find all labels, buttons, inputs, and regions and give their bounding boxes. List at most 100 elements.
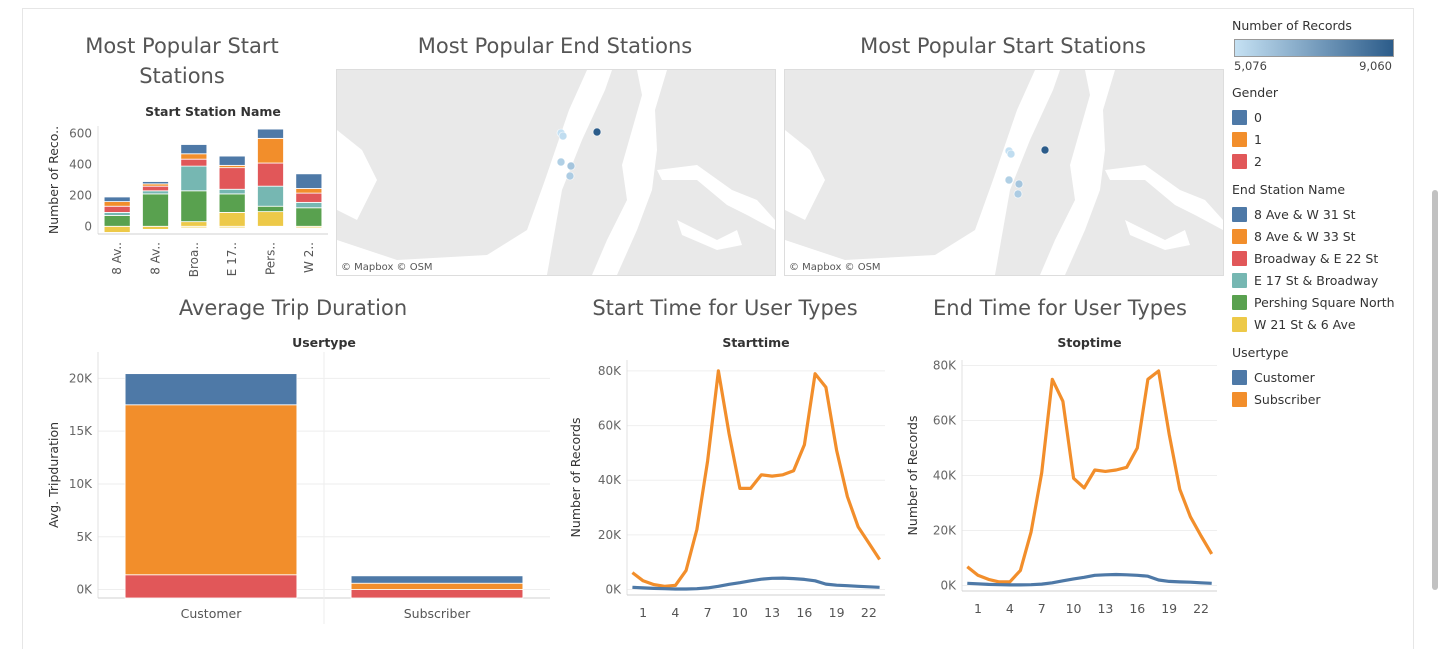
- y-tick-label: 200: [69, 188, 92, 202]
- chart-subtitle: Start Station Name: [145, 104, 281, 119]
- start-stations-map[interactable]: © Mapbox © OSM: [784, 69, 1224, 276]
- trip-duration-bar-chart[interactable]: Usertype 0K 5K 10K 15K 20K Avg. Tripduration Cu…: [40, 330, 560, 631]
- station-point[interactable]: [1040, 145, 1050, 155]
- station-legend-item[interactable]: Pershing Square North: [1232, 291, 1432, 313]
- bar-segment[interactable]: [103, 201, 131, 207]
- bar-segment[interactable]: [103, 225, 131, 233]
- chart-subtitle: Stoptime: [1057, 335, 1121, 350]
- usertype-legend-item[interactable]: Customer: [1232, 366, 1432, 388]
- bar-segment[interactable]: [218, 155, 246, 166]
- station-legend-item[interactable]: 8 Ave & W 31 St: [1232, 203, 1432, 225]
- bar-segment[interactable]: [350, 575, 524, 584]
- start-bar-title: Most Popular Start Stations: [85, 34, 279, 88]
- bar-segment[interactable]: [295, 188, 323, 194]
- bar-segment[interactable]: [257, 211, 284, 227]
- records-min-label: 5,076: [1234, 59, 1267, 73]
- usertype-legend-item[interactable]: Subscriber: [1232, 388, 1432, 410]
- x-tick-label: 19: [1161, 601, 1177, 616]
- y-tick-label: 80K: [933, 359, 957, 373]
- station-point[interactable]: [566, 161, 576, 171]
- bar-segment[interactable]: [124, 404, 298, 576]
- duration-title: Average Trip Duration: [178, 296, 408, 320]
- station-legend-item[interactable]: Broadway & E 22 St: [1232, 247, 1432, 269]
- bar-segment[interactable]: [257, 162, 284, 187]
- station-point[interactable]: [565, 171, 575, 181]
- bar-segment[interactable]: [257, 128, 284, 139]
- station-legend-item[interactable]: W 21 St & 6 Ave: [1232, 313, 1432, 335]
- station-legend-title: End Station Name: [1232, 182, 1346, 197]
- legend-swatch: [1232, 228, 1247, 244]
- station-point[interactable]: [1006, 149, 1016, 159]
- station-legend-item[interactable]: E 17 St & Broadway: [1232, 269, 1432, 291]
- station-point[interactable]: [1013, 189, 1023, 199]
- y-tick-label: 40K: [933, 469, 957, 483]
- bar-segment[interactable]: [295, 207, 323, 227]
- gender-legend-item[interactable]: 2: [1232, 150, 1432, 172]
- gender-legend-item[interactable]: 0: [1232, 106, 1432, 128]
- bar-segment[interactable]: [124, 373, 298, 406]
- y-axis-label: Number of Reco..: [46, 126, 61, 234]
- series-line[interactable]: [631, 369, 881, 588]
- end-stations-map[interactable]: © Mapbox © OSM: [336, 69, 776, 276]
- station-point[interactable]: [558, 131, 568, 141]
- legend-label: Pershing Square North: [1254, 294, 1395, 310]
- bar-segment[interactable]: [180, 221, 208, 227]
- dashboard-frame: [22, 8, 1414, 649]
- bar-segment[interactable]: [180, 144, 208, 155]
- usertype-legend: Usertype Customer Subscriber: [1232, 345, 1432, 410]
- bar-segment[interactable]: [142, 190, 169, 195]
- station-legend-item[interactable]: 8 Ave & W 33 St: [1232, 225, 1432, 247]
- bar-segment[interactable]: [257, 205, 284, 213]
- legend-swatch: [1232, 206, 1247, 222]
- x-tick-label: 1: [639, 605, 647, 620]
- x-tick-label: Customer: [181, 606, 243, 621]
- bar-segment[interactable]: [218, 188, 246, 195]
- bar-segment[interactable]: [180, 190, 208, 223]
- bar-segment[interactable]: [103, 212, 131, 216]
- station-point[interactable]: [1004, 175, 1014, 185]
- end-time-line-chart[interactable]: Stoptime 0K 20K 40K 60K 80K 1 4 7 10 13 16 19 22 Numbe…: [902, 330, 1227, 631]
- bar-segment[interactable]: [124, 574, 298, 599]
- end-time-title: End Time for User Types: [933, 296, 1187, 320]
- bar-segment[interactable]: [350, 589, 524, 599]
- start-stations-bar-chart[interactable]: Start Station Name 0 200 400 600 Number of Re…: [40, 96, 340, 286]
- bar-segment[interactable]: [295, 201, 323, 209]
- legend-swatch: [1232, 272, 1247, 288]
- bar-segment[interactable]: [218, 212, 246, 227]
- bar-segment[interactable]: [142, 185, 169, 192]
- bar-segment[interactable]: [180, 153, 208, 160]
- bar-segment[interactable]: [142, 193, 169, 227]
- vertical-scrollbar[interactable]: [1432, 190, 1438, 590]
- bar-segment[interactable]: [257, 185, 284, 207]
- bar-segment[interactable]: [350, 582, 524, 590]
- bar-segment[interactable]: [295, 173, 323, 189]
- station-point[interactable]: [556, 157, 566, 167]
- river-shape: [785, 70, 1060, 275]
- water-shape: [785, 130, 825, 220]
- y-axis-label: Avg. Tripduration: [46, 422, 61, 528]
- bar-segment[interactable]: [295, 192, 323, 203]
- records-legend-title: Number of Records: [1232, 18, 1352, 33]
- y-tick-label: 60K: [598, 419, 622, 433]
- legend-label: Broadway & E 22 St: [1254, 250, 1379, 266]
- bar-segment[interactable]: [218, 193, 246, 213]
- y-tick-label: 15K: [69, 424, 93, 438]
- bar-segment[interactable]: [142, 181, 169, 185]
- bar-segment[interactable]: [103, 205, 131, 213]
- station-point[interactable]: [592, 127, 602, 137]
- bar-segment[interactable]: [180, 158, 208, 167]
- bar-segment[interactable]: [103, 215, 131, 227]
- bar-segment[interactable]: [257, 137, 284, 164]
- gender-legend-item[interactable]: 1: [1232, 128, 1432, 150]
- series-line[interactable]: [966, 369, 1214, 584]
- start-time-line-chart[interactable]: Starttime 0K 20K 40K 60K 80K 1 4 7 10 13 16 19 22 Numb…: [565, 330, 895, 631]
- bar-segment[interactable]: [103, 196, 131, 202]
- bar-segment[interactable]: [142, 225, 169, 230]
- station-point[interactable]: [1014, 179, 1024, 189]
- series-line[interactable]: [967, 572, 1212, 587]
- y-tick-label: 10K: [69, 477, 93, 491]
- bar-segment[interactable]: [218, 167, 246, 190]
- series-line[interactable]: [632, 576, 880, 591]
- bar-segment[interactable]: [180, 165, 208, 192]
- start-time-title: Start Time for User Types: [592, 296, 858, 320]
